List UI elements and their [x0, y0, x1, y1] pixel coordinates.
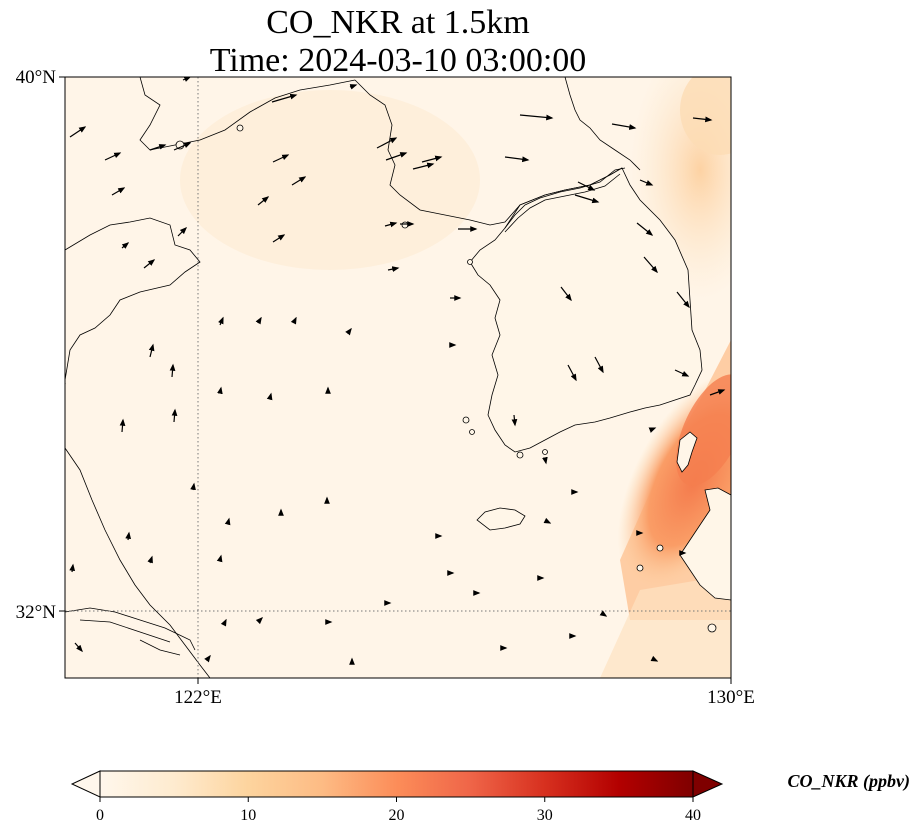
- wind-vector: [257, 196, 270, 206]
- wind-vector: [560, 286, 572, 302]
- wind-vector: [519, 114, 554, 121]
- colorbar-gradient: [99, 770, 694, 798]
- wind-vector: [218, 316, 224, 326]
- china-coast-south: [65, 447, 211, 678]
- wind-vector: [504, 156, 530, 163]
- wind-vector: [290, 316, 297, 325]
- wind-vector: [543, 517, 552, 524]
- colorbar-extend-low: [70, 770, 101, 798]
- wind-vector: [125, 531, 132, 541]
- colorbar-tick-label: 30: [537, 807, 553, 824]
- wind-vector: [224, 517, 231, 526]
- wind-vector: [421, 155, 443, 163]
- wind-vector: [709, 389, 726, 396]
- colorbar-tick-label: 20: [389, 807, 405, 824]
- colorbar-tick-label: 0: [96, 807, 104, 824]
- wind-vector: [121, 242, 130, 249]
- lon-tick-122: 122°E: [174, 687, 222, 708]
- wind-vector: [376, 137, 398, 149]
- colorbar-tick-label: 10: [240, 807, 256, 824]
- wind-vector: [190, 482, 196, 491]
- map-title-line2: Time: 2024-03-10 03:00:00: [210, 42, 587, 79]
- wind-vector: [111, 187, 126, 196]
- lon-axis: 122°E 130°E: [174, 678, 755, 708]
- wind-vector: [255, 616, 264, 625]
- wind-vector: [574, 194, 600, 204]
- northeast-coast: [564, 77, 641, 171]
- jeju-island: [476, 507, 526, 531]
- colorbar-label: CO_NKR (ppbv): [788, 771, 911, 792]
- wind-vectors: [65, 77, 726, 665]
- wind-vector: [511, 414, 518, 427]
- wind-vector: [567, 364, 577, 382]
- korea-border: [504, 167, 626, 233]
- wind-vector: [69, 563, 76, 573]
- wind-vector: [676, 291, 690, 309]
- colorbar-extend-high: [692, 770, 724, 798]
- wind-vector: [345, 327, 352, 336]
- coastlines: [65, 77, 731, 678]
- map-frame: [64, 76, 732, 679]
- wind-vector: [412, 162, 435, 170]
- wind-vector: [220, 618, 227, 627]
- wind-vector: [291, 176, 307, 186]
- wind-vector: [542, 456, 548, 465]
- wind-vector: [643, 256, 658, 274]
- wind-vector: [177, 226, 188, 237]
- yangtze-estuary: [65, 607, 196, 656]
- tsushima-island: [676, 431, 698, 473]
- wind-vector: [119, 418, 126, 433]
- wind-vector: [266, 392, 273, 401]
- wind-vector: [148, 343, 155, 358]
- wind-vector: [272, 154, 290, 163]
- wind-vector: [143, 259, 156, 269]
- wind-vector: [349, 84, 358, 90]
- wind-vector: [217, 386, 223, 395]
- wind-vector: [599, 610, 608, 617]
- wind-vector: [674, 369, 690, 377]
- kyushu: [679, 487, 731, 601]
- map-title-line1: CO_NKR at 1.5km: [266, 4, 530, 41]
- wind-vector: [173, 142, 192, 151]
- lat-tick-32: 32°N: [16, 602, 57, 623]
- wind-vector: [271, 93, 298, 103]
- wind-vector: [204, 654, 211, 663]
- colorbar: 0 10 20 30 40 CO_NKR (ppbv): [70, 770, 911, 824]
- lon-tick-130: 130°E: [707, 687, 755, 708]
- lat-tick-40: 40°N: [16, 67, 57, 88]
- wind-vector: [692, 116, 713, 123]
- wind-vector: [147, 555, 153, 564]
- wind-vector: [216, 554, 223, 563]
- wind-vector: [387, 266, 400, 272]
- map-area: [65, 77, 731, 678]
- wind-vector: [611, 123, 637, 130]
- wind-vector: [594, 356, 604, 374]
- wind-vector: [648, 427, 657, 433]
- wind-vector: [171, 408, 178, 423]
- wind-vector: [169, 363, 176, 378]
- wind-vector: [149, 144, 167, 151]
- korean-peninsula: [469, 167, 703, 453]
- wind-vector: [577, 181, 596, 191]
- wind-vector: [636, 222, 654, 236]
- small-islands: [175, 124, 717, 633]
- wind-vector: [650, 655, 659, 662]
- colorbar-tick-label: 40: [685, 807, 701, 824]
- wind-vector: [639, 179, 654, 186]
- wind-vector: [384, 221, 398, 228]
- wind-vector: [69, 126, 87, 138]
- china-coast: [65, 217, 201, 381]
- wind-vector: [272, 234, 286, 243]
- lat-axis: 40°N 32°N: [16, 67, 65, 623]
- wind-vector: [385, 152, 408, 161]
- wind-vector: [104, 152, 122, 161]
- wind-vector: [255, 316, 262, 325]
- wind-vector: [74, 642, 83, 653]
